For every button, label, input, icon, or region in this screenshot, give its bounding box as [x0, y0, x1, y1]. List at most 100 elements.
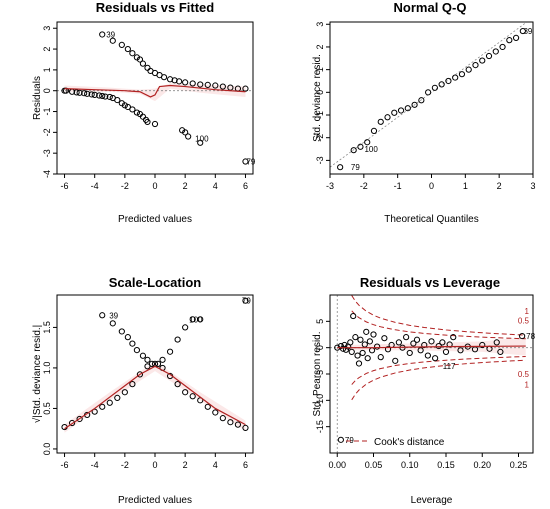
data-point [497, 348, 504, 355]
smooth-band [64, 361, 246, 433]
x-tick-label: 2 [497, 181, 502, 191]
data-point [432, 355, 439, 362]
x-tick-label: -6 [61, 181, 69, 191]
data-point [348, 348, 355, 355]
data-point [159, 356, 166, 363]
point-label: 100 [195, 135, 209, 144]
data-point [339, 345, 347, 352]
data-point [129, 106, 136, 113]
x-tick-label: 0.25 [510, 460, 528, 470]
panel-1: 39 100 79 -6 -4 -2 0 2 4 6 -4 -3 -2 -1 0 1 2 3 Residuals v… [32, 0, 256, 225]
data-point [499, 43, 506, 51]
x-tick-label: -6 [61, 460, 69, 470]
point-label: 79 [351, 163, 360, 172]
x-axis-label: Predicted values [118, 495, 192, 506]
data-point [189, 316, 196, 323]
point-label: 79 [345, 436, 354, 445]
data-point [411, 101, 418, 108]
cook-level-label: 0.5 [518, 370, 530, 379]
data-point [363, 328, 370, 335]
point-label: 79 [246, 158, 255, 167]
cook-line-0.5-lower [351, 356, 526, 385]
data-point [102, 93, 109, 100]
y-tick-label: -15 [315, 420, 325, 433]
data-point [370, 331, 377, 338]
y-tick-label: 5 [315, 319, 325, 324]
data-point [129, 381, 136, 388]
panel-3: 39 100 79 -6 -4 -2 0 2 4 6 0.0 0.5 1.0 1.5 Scale-Locat… [31, 275, 254, 506]
x-tick-label: 6 [243, 181, 248, 191]
data-point [354, 352, 361, 359]
data-point [337, 436, 344, 443]
data-point [492, 48, 499, 55]
data-point [106, 399, 113, 406]
data-point [337, 164, 344, 171]
data-point [154, 360, 162, 367]
data-point [397, 107, 405, 114]
data-point [413, 336, 421, 343]
data-point [439, 339, 446, 346]
data-point [381, 335, 388, 342]
data-point [151, 120, 159, 128]
data-point [357, 336, 364, 343]
panel-title: Residuals vs Fitted [96, 0, 215, 15]
data-point [114, 96, 121, 104]
data-point [485, 52, 493, 60]
data-point [438, 81, 445, 88]
data-point [124, 334, 131, 341]
data-point [204, 81, 211, 88]
y-axis-label: √|Std. deviance resid.| [31, 325, 43, 424]
data-point [136, 56, 144, 63]
data-point [357, 143, 364, 150]
cook-line-0.5-upper [351, 310, 526, 340]
data-point [242, 158, 249, 165]
x-tick-label: -4 [91, 181, 99, 191]
data-point [109, 37, 116, 44]
x-tick-label: -2 [121, 460, 129, 470]
data-point [364, 355, 371, 362]
data-point [352, 334, 359, 341]
x-tick-label: -4 [91, 460, 99, 470]
data-point [176, 78, 183, 85]
x-tick-label: 0 [152, 460, 157, 470]
y-tick-label: 0 [42, 88, 52, 93]
cook-level-label: 1 [525, 381, 530, 390]
data-point [204, 403, 211, 410]
y-tick-label: -3 [42, 149, 52, 157]
x-tick-label: -3 [326, 181, 334, 191]
data-point [347, 339, 354, 346]
x-axis-label: Leverage [411, 495, 453, 506]
y-tick-label: 2 [42, 47, 52, 52]
y-tick-label: 0.0 [42, 443, 52, 456]
x-tick-label: 0.05 [365, 460, 383, 470]
data-point [493, 339, 500, 346]
data-point [182, 129, 189, 136]
data-point [452, 74, 459, 81]
y-tick-label: -4 [42, 170, 52, 178]
data-point [519, 332, 526, 340]
data-point [350, 312, 357, 320]
smooth-line [64, 365, 246, 430]
x-axis-label: Predicted values [118, 214, 192, 225]
data-point [133, 346, 141, 354]
data-point [421, 341, 428, 349]
data-point [99, 31, 106, 38]
data-point [479, 341, 486, 349]
data-point [431, 84, 438, 91]
x-tick-label: 1 [463, 181, 468, 191]
data-point [185, 133, 192, 140]
data-point [384, 114, 391, 121]
x-tick-label: 2 [183, 460, 188, 470]
y-tick-label: 3 [42, 26, 52, 31]
data-point [395, 339, 402, 346]
data-point [472, 62, 479, 69]
x-tick-label: 0 [429, 181, 434, 191]
data-point [445, 77, 452, 85]
point-label: 100 [189, 315, 203, 324]
x-axis-label: Theoretical Quantiles [384, 214, 479, 225]
y-tick-label: 0 [315, 90, 325, 95]
data-point [425, 89, 432, 96]
x-tick-label: 3 [530, 181, 535, 191]
